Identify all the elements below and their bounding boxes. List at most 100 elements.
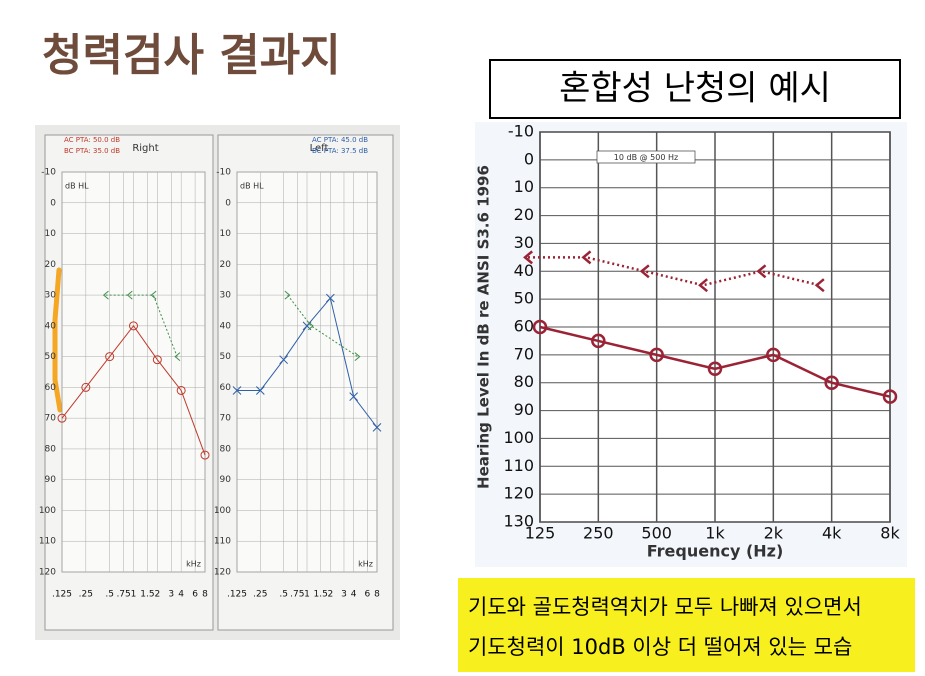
- x-tick-label: 125: [525, 524, 556, 543]
- marker: [307, 321, 314, 331]
- x-tick-label: 250: [583, 524, 614, 543]
- x-tick-label: .125: [227, 590, 247, 600]
- marker: [766, 347, 781, 363]
- y-tick-label: 30: [220, 291, 232, 301]
- series-line: [61, 325, 206, 456]
- ear-label: Right: [132, 143, 158, 154]
- x-tick-label: 8: [374, 590, 380, 600]
- unit-label: dB HL: [65, 182, 89, 191]
- y-tick-label: 80: [45, 444, 57, 454]
- y-tick-label: -10: [216, 168, 231, 178]
- y-tick-label: 60: [45, 383, 57, 393]
- x-tick-label: 2: [327, 590, 333, 600]
- x-tick-label: .125: [52, 590, 72, 600]
- x-tick-label: 4: [351, 590, 357, 600]
- y-tick-label: 0: [225, 198, 231, 208]
- pta-label: BC PTA: 35.0 dB: [64, 147, 120, 155]
- y-tick-label: 100: [503, 428, 534, 447]
- y-tick-label: 80: [220, 444, 232, 454]
- marker: [126, 290, 133, 300]
- y-tick-label: 20: [514, 205, 534, 224]
- marker: [591, 333, 606, 349]
- marker: [814, 278, 825, 293]
- marker: [649, 347, 664, 363]
- x-tick-label: 1k: [705, 524, 725, 543]
- note-line: 기도청력이 10dB 이상 더 떨어져 있는 모습: [468, 635, 852, 659]
- y-tick-label: 90: [220, 475, 232, 485]
- y-tick-label: -10: [508, 122, 534, 141]
- y-tick-label: 50: [45, 352, 57, 362]
- x-tick-label: 8k: [880, 524, 900, 543]
- y-tick-label: 10: [514, 177, 534, 196]
- pta-label: AC PTA: 50.0 dB: [64, 136, 120, 144]
- x-tick-label: .25: [253, 590, 267, 600]
- x-tick-label: 6: [364, 590, 370, 600]
- marker: [882, 389, 898, 404]
- x-tick-label: 8: [202, 590, 208, 600]
- x-tick-label: 500: [641, 524, 672, 543]
- y-tick-label: 10: [45, 229, 57, 239]
- note-box: [458, 578, 915, 672]
- marker: [325, 293, 335, 303]
- y-tick-label: 30: [514, 233, 534, 252]
- y-tick-label: 120: [39, 568, 56, 578]
- y-tick-label: 130: [503, 512, 534, 531]
- marker: [176, 385, 186, 395]
- annotation-box: [596, 150, 696, 164]
- x-tick-label: 3: [341, 590, 347, 600]
- pta-label: AC PTA: 45.0 dB: [312, 136, 368, 144]
- marker: [57, 413, 67, 423]
- marker: [129, 321, 138, 331]
- y-tick-label: 60: [514, 317, 534, 336]
- x-tick-label: .75: [116, 590, 130, 600]
- marker: [698, 278, 709, 293]
- y-tick-label: 110: [503, 456, 534, 475]
- marker: [279, 355, 289, 365]
- marker: [284, 290, 291, 300]
- x-tick-label: 3: [168, 590, 174, 600]
- marker: [349, 392, 359, 401]
- hand-mark: [52, 267, 63, 413]
- y-tick-label: 120: [503, 484, 534, 503]
- marker: [200, 450, 210, 460]
- series-line: [539, 325, 891, 398]
- x-tick-label: 1: [131, 590, 137, 600]
- marker: [150, 290, 157, 300]
- y-tick-label: 70: [45, 414, 57, 424]
- marker: [707, 361, 723, 377]
- y-tick-label: 70: [514, 344, 534, 363]
- marker: [174, 352, 181, 361]
- y-tick-label: 80: [514, 372, 534, 391]
- y-tick-label: 0: [524, 149, 534, 168]
- marker: [372, 423, 382, 432]
- marker: [255, 386, 265, 395]
- marker: [639, 264, 650, 279]
- series-line: [105, 294, 178, 357]
- marker: [824, 375, 839, 390]
- y-tick-label: 120: [214, 568, 231, 578]
- y-tick-label: 20: [45, 260, 57, 270]
- marker: [81, 382, 91, 392]
- y-tick-label: 110: [39, 537, 56, 547]
- y-tick-label: 90: [514, 400, 534, 419]
- y-tick-label: 60: [220, 383, 232, 393]
- unit-label: kHz: [358, 560, 373, 569]
- marker: [756, 264, 767, 279]
- x-tick-label: 4: [178, 590, 184, 600]
- y-tick-label: 50: [220, 352, 232, 362]
- x-tick-label: 2: [154, 590, 160, 600]
- marker: [232, 386, 242, 395]
- y-tick-label: 20: [220, 260, 232, 270]
- x-axis-label: Frequency (Hz): [647, 542, 784, 561]
- marker: [102, 290, 109, 300]
- x-tick-label: 6: [192, 590, 198, 600]
- marker: [581, 250, 592, 265]
- ear-label: Left: [310, 143, 329, 154]
- slide-title: 청력검사 결과지: [42, 30, 341, 81]
- note-line: 기도와 골도청력역치가 모두 나빠져 있으면서: [468, 595, 862, 619]
- example-label: 혼합성 난청의 예시: [559, 69, 831, 109]
- series-line: [287, 294, 358, 358]
- x-tick-label: .5: [105, 590, 114, 600]
- unit-label: kHz: [186, 560, 201, 569]
